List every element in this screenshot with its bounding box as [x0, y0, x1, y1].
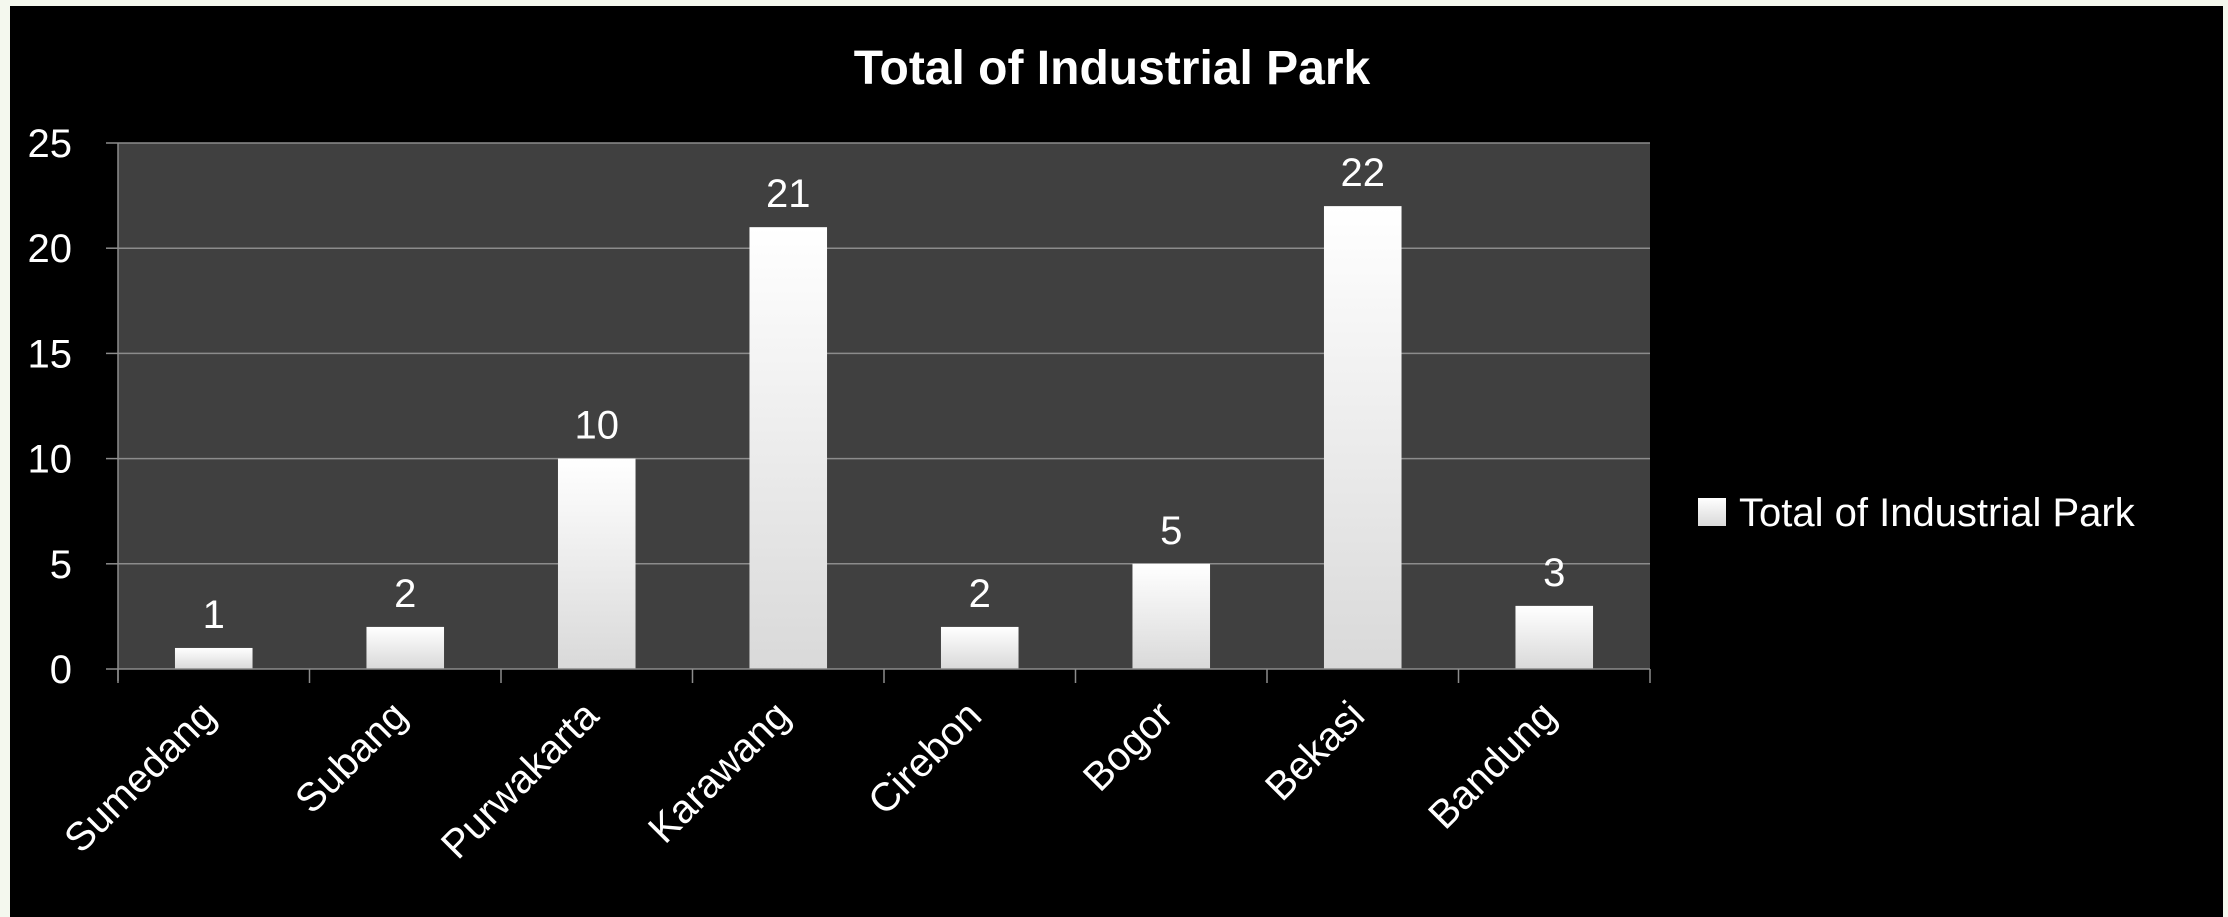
y-tick-label: 5	[50, 543, 72, 587]
x-tick-label: Bogor	[1075, 693, 1182, 800]
y-tick-label: 15	[28, 332, 73, 376]
data-label: 5	[1160, 509, 1182, 553]
plot-area	[118, 143, 1650, 669]
bar	[174, 647, 253, 669]
bar	[940, 626, 1019, 669]
y-tick-label: 10	[28, 438, 73, 482]
x-tick-label: Sumedang	[56, 693, 224, 861]
chart-title: Total of Industrial Park	[854, 42, 1371, 95]
data-label: 3	[1543, 551, 1565, 595]
x-tick-label: Purwakarta	[433, 693, 608, 868]
bar	[557, 458, 636, 669]
data-label: 21	[766, 172, 811, 216]
data-label: 22	[1341, 151, 1386, 195]
bars: 1 2 10 21 2 5 22 3	[174, 151, 1594, 669]
data-label: 2	[969, 572, 991, 616]
x-tick-label: Bekasi	[1257, 693, 1373, 809]
legend-label: Total of Industrial Park	[1739, 491, 2136, 535]
bar	[749, 227, 828, 669]
data-label: 1	[203, 593, 225, 637]
y-tick-label: 25	[28, 122, 73, 166]
bar	[366, 626, 445, 669]
data-label: 2	[394, 572, 416, 616]
x-tick-label: Subang	[287, 693, 416, 822]
legend-swatch	[1698, 498, 1726, 526]
bar	[1132, 563, 1211, 669]
y-tick-label: 20	[28, 227, 73, 271]
x-tick-label: Karawang	[640, 693, 798, 851]
y-tick-label: 0	[50, 648, 72, 692]
bar	[1515, 605, 1594, 669]
x-tick-label: Bandung	[1420, 693, 1564, 837]
legend: Total of Industrial Park	[1698, 491, 2136, 535]
data-label: 10	[575, 404, 620, 448]
x-tick-label: Cirebon	[860, 693, 990, 823]
bar	[1323, 206, 1402, 669]
